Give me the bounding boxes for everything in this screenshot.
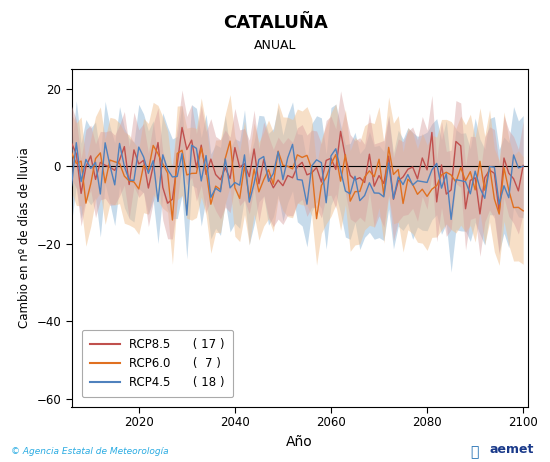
Y-axis label: Cambio en nº de días de lluvia: Cambio en nº de días de lluvia	[18, 147, 31, 328]
Text: ANUAL: ANUAL	[254, 39, 296, 52]
Legend: RCP8.5      ( 17 ), RCP6.0      (  7 ), RCP4.5      ( 18 ): RCP8.5 ( 17 ), RCP6.0 ( 7 ), RCP4.5 ( 18…	[82, 330, 233, 397]
Text: © Agencia Estatal de Meteorología: © Agencia Estatal de Meteorología	[11, 448, 169, 456]
Text: Ⓜ: Ⓜ	[470, 446, 478, 460]
Text: CATALUÑA: CATALUÑA	[223, 14, 327, 32]
X-axis label: Año: Año	[287, 435, 313, 449]
Text: aemet: aemet	[489, 444, 534, 456]
